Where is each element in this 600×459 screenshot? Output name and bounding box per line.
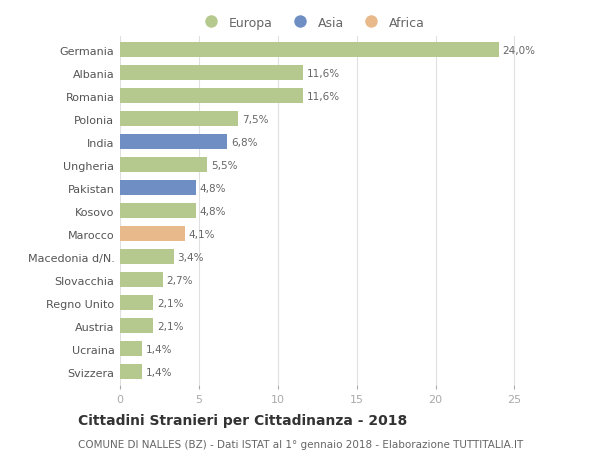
Text: Cittadini Stranieri per Cittadinanza - 2018: Cittadini Stranieri per Cittadinanza - 2…: [78, 414, 407, 428]
Text: 6,8%: 6,8%: [231, 137, 258, 147]
Text: 2,1%: 2,1%: [157, 298, 184, 308]
Text: 7,5%: 7,5%: [242, 114, 269, 124]
Bar: [120, 296, 153, 310]
Text: 5,5%: 5,5%: [211, 160, 237, 170]
Text: 1,4%: 1,4%: [146, 344, 173, 354]
Bar: [120, 227, 185, 241]
Text: 4,1%: 4,1%: [188, 229, 215, 239]
Text: 4,8%: 4,8%: [200, 206, 226, 216]
Text: 24,0%: 24,0%: [503, 45, 536, 56]
Bar: [120, 181, 196, 196]
Text: 3,4%: 3,4%: [178, 252, 204, 262]
Bar: [120, 66, 303, 81]
Bar: [120, 112, 238, 127]
Text: 4,8%: 4,8%: [200, 183, 226, 193]
Bar: [120, 364, 142, 379]
Bar: [120, 89, 303, 104]
Bar: [120, 319, 153, 333]
Text: 2,1%: 2,1%: [157, 321, 184, 331]
Bar: [120, 135, 227, 150]
Text: 11,6%: 11,6%: [307, 91, 340, 101]
Bar: [120, 341, 142, 356]
Text: 1,4%: 1,4%: [146, 367, 173, 377]
Legend: Europa, Asia, Africa: Europa, Asia, Africa: [194, 11, 430, 34]
Bar: [120, 158, 207, 173]
Bar: [120, 250, 173, 264]
Bar: [120, 43, 499, 58]
Text: 11,6%: 11,6%: [307, 68, 340, 78]
Text: COMUNE DI NALLES (BZ) - Dati ISTAT al 1° gennaio 2018 - Elaborazione TUTTITALIA.: COMUNE DI NALLES (BZ) - Dati ISTAT al 1°…: [78, 440, 523, 449]
Bar: [120, 273, 163, 287]
Bar: [120, 204, 196, 218]
Text: 2,7%: 2,7%: [167, 275, 193, 285]
